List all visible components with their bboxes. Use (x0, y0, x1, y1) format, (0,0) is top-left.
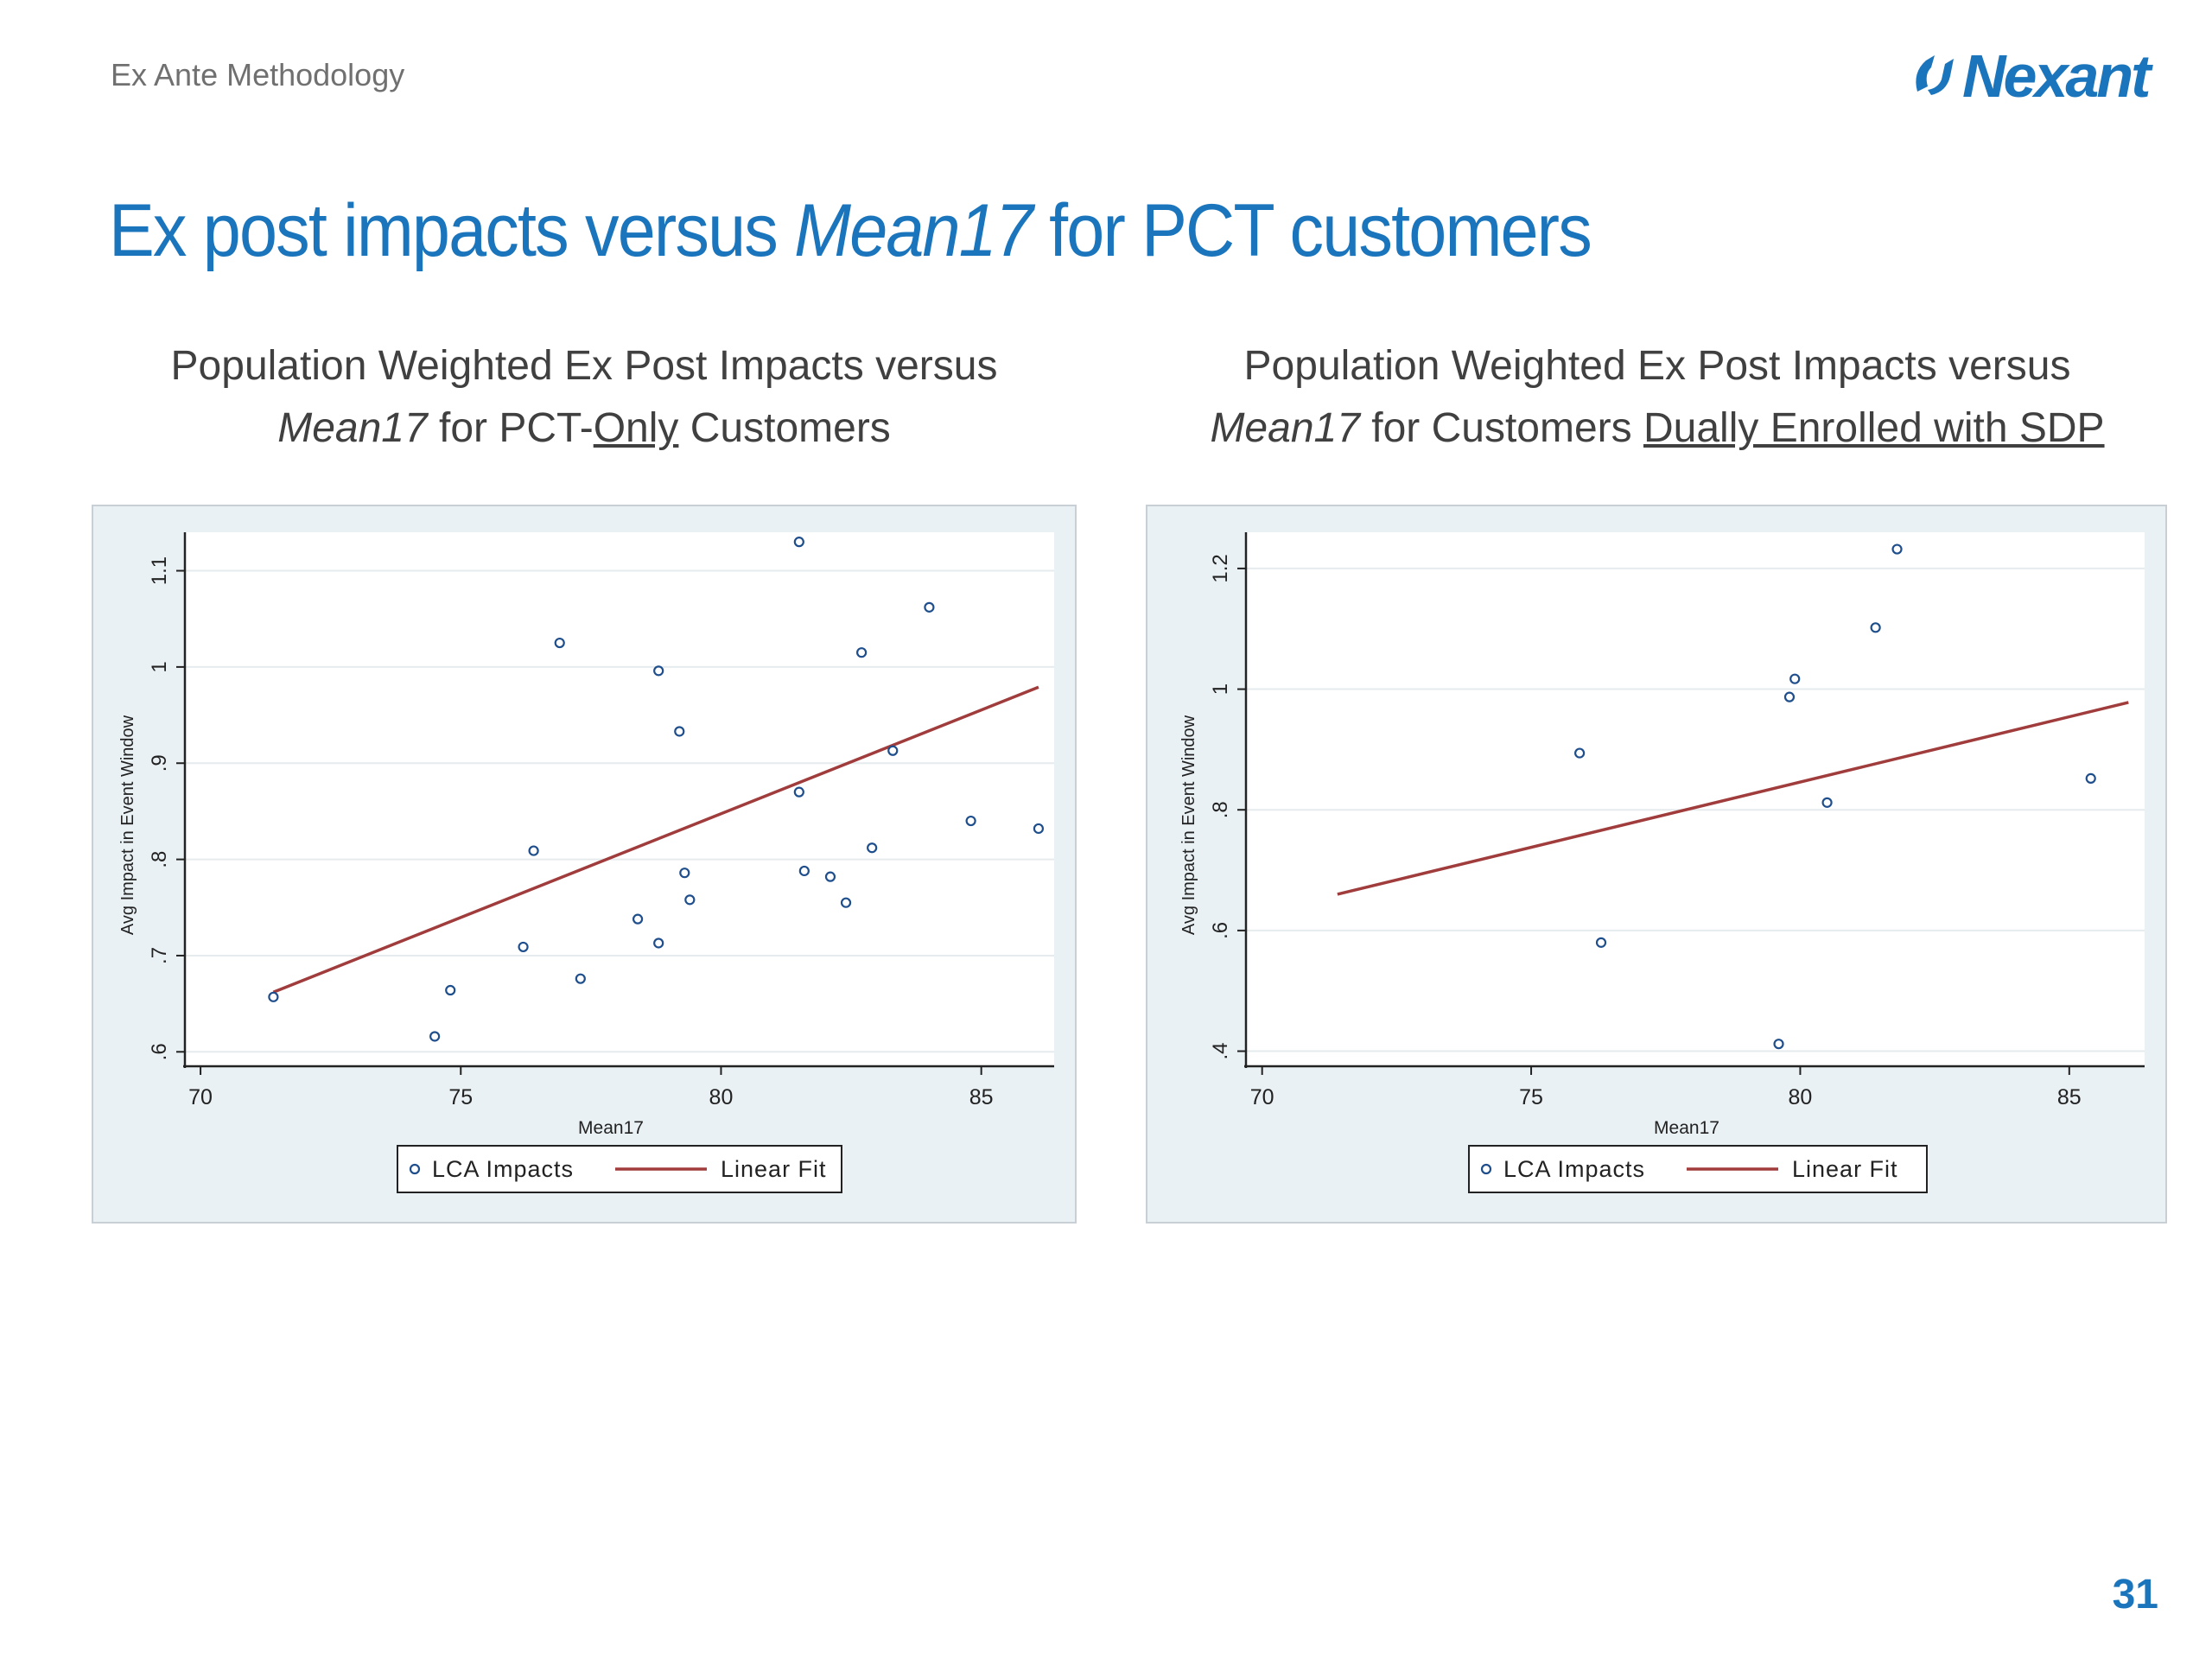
data-point (1595, 937, 1607, 948)
chart-title-right-line2: Mean17 for Customers Dually Enrolled wit… (1210, 405, 2105, 451)
data-point (679, 868, 690, 879)
x-axis-title: Mean17 (1654, 1118, 1719, 1138)
data-point (429, 1031, 441, 1042)
y-tick-label: 1 (1209, 683, 1232, 695)
y-axis-title: Avg Impact in Event Window (118, 715, 137, 935)
data-point (268, 991, 279, 1002)
x-tick-label: 70 (188, 1085, 213, 1109)
data-point (1789, 673, 1801, 684)
page-number: 31 (2112, 1572, 2158, 1618)
y-tick-label: 1 (148, 661, 171, 672)
data-point (653, 938, 664, 949)
x-tick-label: 80 (709, 1085, 734, 1109)
y-tick-label: .8 (148, 851, 171, 868)
data-point (856, 647, 868, 658)
data-point (518, 941, 529, 953)
slide-title: Ex post impacts versus Mean17 for PCT cu… (109, 189, 1592, 272)
data-point (528, 845, 539, 856)
y-tick-label: 1.1 (148, 556, 171, 585)
data-point (1870, 622, 1881, 633)
data-point (867, 842, 878, 854)
legend-label-linear-fit: Linear Fit (1792, 1156, 1898, 1182)
chart-title-right: Population Weighted Ex Post Impacts vers… (1139, 335, 2176, 460)
chart-panel-right: .4 .6 .8 1 1.2 70 75 80 85 Mean17 Avg Impact in Ev… (1146, 505, 2167, 1224)
data-point (798, 865, 810, 877)
x-tick-label: 75 (448, 1085, 473, 1109)
data-point (887, 745, 899, 756)
linear-fit-line (272, 685, 1039, 994)
data-point (1821, 797, 1833, 808)
data-point (1891, 543, 1903, 555)
y-tick-label: .9 (148, 754, 171, 772)
data-point (653, 665, 664, 677)
chart-title-right-line1: Population Weighted Ex Post Impacts vers… (1243, 343, 2071, 389)
chart-title-left: Population Weighted Ex Post Impacts vers… (92, 335, 1077, 460)
data-point (793, 786, 804, 798)
legend-label-linear-fit: Linear Fit (721, 1156, 827, 1182)
y-tick-label: 1.2 (1209, 554, 1232, 582)
data-point (674, 726, 685, 737)
y-tick-label: .6 (1209, 922, 1232, 939)
data-point (924, 601, 935, 613)
data-point (684, 894, 696, 906)
header-section-label: Ex Ante Methodology (111, 57, 405, 92)
scatter-chart-pct-only: .6 .7 .8 .9 1 1.1 70 75 80 85 Mean17 Avg Impact in … (118, 532, 1054, 1193)
chart-title-left-line1: Population Weighted Ex Post Impacts vers… (170, 343, 998, 389)
x-axis-title: Mean17 (578, 1118, 644, 1138)
data-point (965, 815, 976, 827)
plot-area (185, 532, 1054, 1066)
x-tick-label: 75 (1519, 1085, 1543, 1109)
data-point (1783, 691, 1796, 702)
data-point (575, 973, 586, 984)
legend-label-lca-impacts: LCA Impacts (1503, 1156, 1645, 1182)
chart-panel-left: .6 .7 .8 .9 1 1.1 70 75 80 85 Mean17 Avg Impact in … (92, 505, 1077, 1224)
legend-marker-lca-impacts (409, 1163, 421, 1175)
data-point (824, 871, 836, 882)
data-point (1033, 823, 1045, 835)
data-point (1773, 1039, 1784, 1050)
x-tick-label: 85 (969, 1085, 994, 1109)
y-axis-title: Avg Impact in Event Window (1179, 715, 1198, 935)
y-tick-label: .8 (1209, 801, 1232, 818)
scatter-chart-dually-enrolled: .4 .6 .8 1 1.2 70 75 80 85 Mean17 Avg Impact in Ev… (1179, 532, 2145, 1193)
data-point (1574, 747, 1586, 759)
data-point (554, 637, 565, 649)
x-tick-label: 80 (1789, 1085, 1813, 1109)
svg-text:Nexant: Nexant (1962, 42, 2153, 110)
y-tick-label: .6 (148, 1043, 171, 1060)
nexant-logo-mark-icon (1916, 55, 1954, 95)
nexant-logo: Nexant (1916, 42, 2156, 110)
x-tick-label: 70 (1250, 1085, 1274, 1109)
data-point (840, 897, 852, 908)
legend-label-lca-impacts: LCA Impacts (432, 1156, 574, 1182)
plot-area (1246, 532, 2145, 1066)
chart-title-left-line2: Mean17 for PCT-Only Customers (277, 405, 891, 451)
linear-fit-line (1337, 701, 2129, 896)
y-tick-label: .7 (148, 947, 171, 964)
data-point (2085, 772, 2096, 785)
data-point (445, 984, 456, 996)
data-point (632, 913, 644, 925)
data-point (793, 537, 804, 548)
x-tick-label: 85 (2057, 1085, 2082, 1109)
legend-marker-lca-impacts (1480, 1163, 1492, 1175)
y-tick-label: .4 (1209, 1043, 1232, 1060)
